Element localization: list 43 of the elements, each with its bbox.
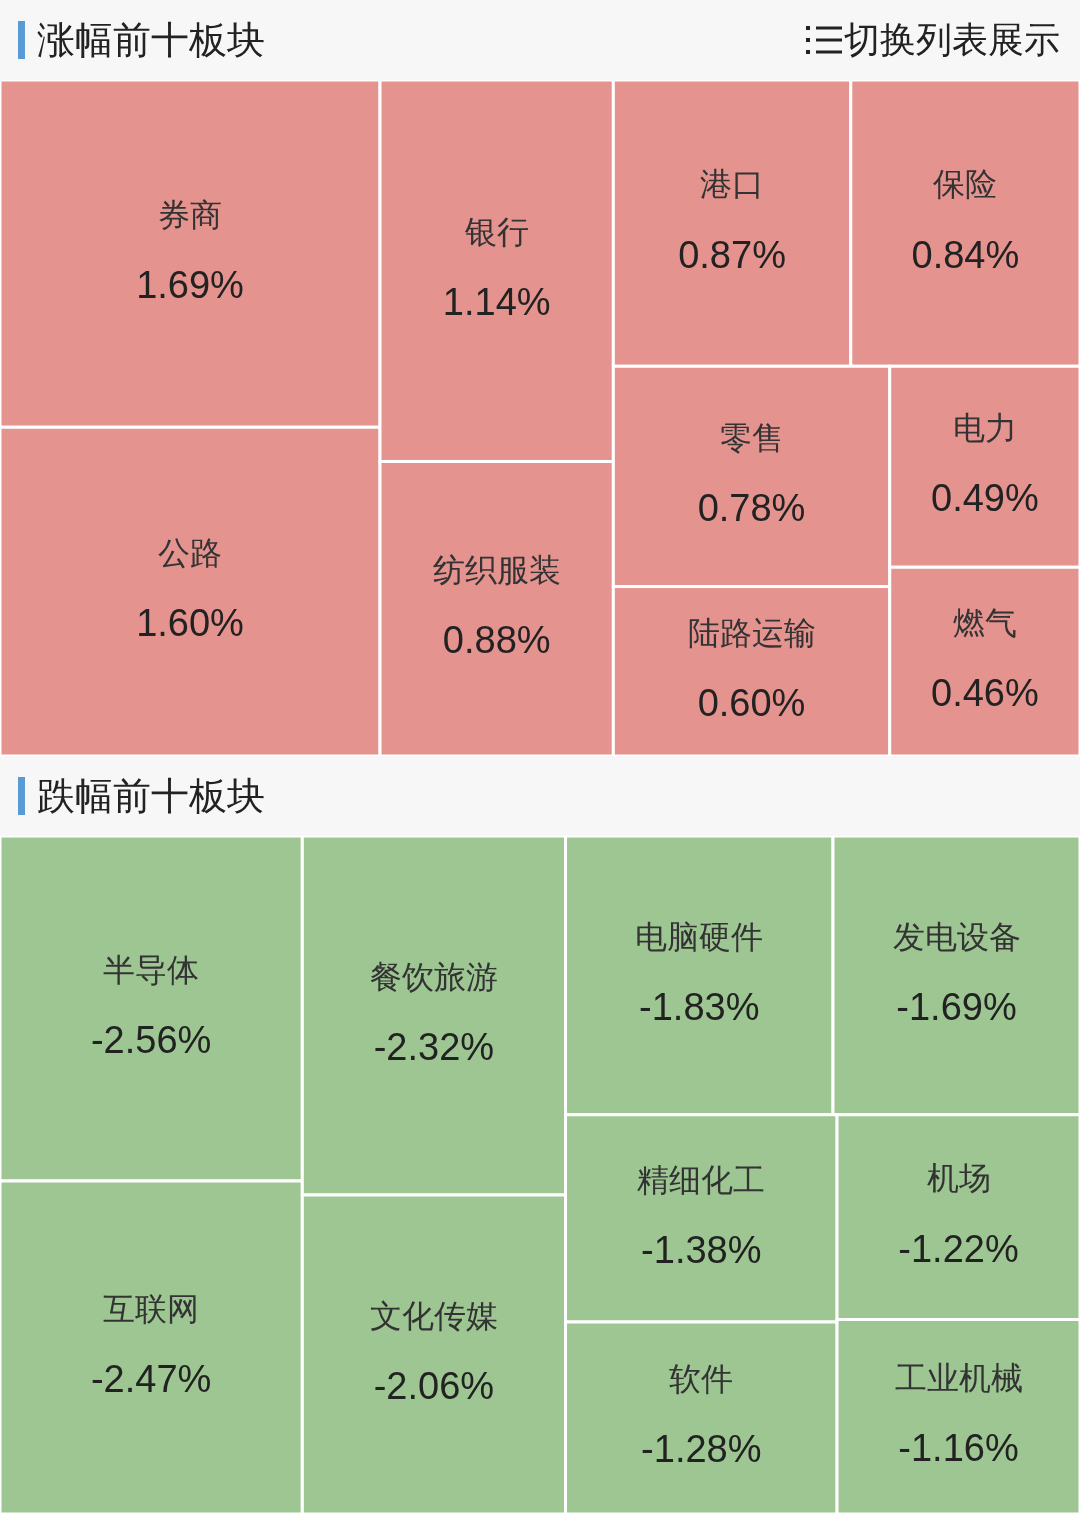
data-label: -1.69%	[896, 985, 1017, 1028]
data-label: 1.60%	[136, 602, 244, 645]
text: 涨幅前十板块	[37, 16, 265, 64]
data-label: -2.32%	[373, 1026, 495, 1069]
data-label: 1.14%	[442, 281, 551, 324]
category-label: 燃气	[952, 603, 1017, 642]
category-label: 电脑硬件	[635, 917, 764, 956]
text: 切换列表展示	[844, 17, 1060, 62]
data-label: -1.38%	[641, 1228, 762, 1271]
data-label: 0.78%	[697, 486, 806, 529]
data-label: -1.28%	[641, 1428, 762, 1471]
data-label: 0.46%	[930, 672, 1039, 715]
category-label: 半导体	[103, 950, 200, 989]
category-label: 零售	[719, 418, 784, 457]
data-label: 0.88%	[442, 619, 551, 662]
category-label: 保险	[933, 165, 998, 204]
data-label: -1.22%	[898, 1227, 1019, 1270]
category-label: 银行	[463, 213, 529, 252]
data-label: 0.87%	[678, 233, 786, 276]
category-label: 精细化工	[637, 1160, 766, 1199]
data-label: -1.83%	[639, 985, 760, 1028]
category-label: 券商	[158, 195, 223, 234]
category-label: 餐饮旅游	[369, 957, 498, 996]
category-label: 软件	[669, 1360, 734, 1399]
data-label: -1.16%	[898, 1427, 1019, 1470]
category-label: 工业机械	[894, 1359, 1023, 1398]
category-label: 陆路运输	[687, 613, 816, 652]
data-label: -2.06%	[373, 1365, 495, 1408]
category-label: 公路	[158, 533, 223, 572]
data-label: -2.47%	[90, 1358, 212, 1401]
category-label: 电力	[952, 408, 1017, 447]
data-label: 1.69%	[136, 264, 244, 307]
category-label: 文化传媒	[369, 1296, 498, 1335]
data-label: -2.56%	[90, 1019, 212, 1062]
data-label: 0.49%	[930, 477, 1039, 520]
category-label: 互联网	[103, 1289, 200, 1328]
data-label: 0.84%	[911, 233, 1020, 276]
category-label: 发电设备	[892, 917, 1021, 956]
text: 跌幅前十板块	[37, 772, 265, 820]
category-label: 港口	[700, 165, 765, 204]
category-label: 纺织服装	[432, 551, 561, 590]
data-label: 0.60%	[697, 681, 806, 724]
category-label: 机场	[926, 1159, 991, 1198]
